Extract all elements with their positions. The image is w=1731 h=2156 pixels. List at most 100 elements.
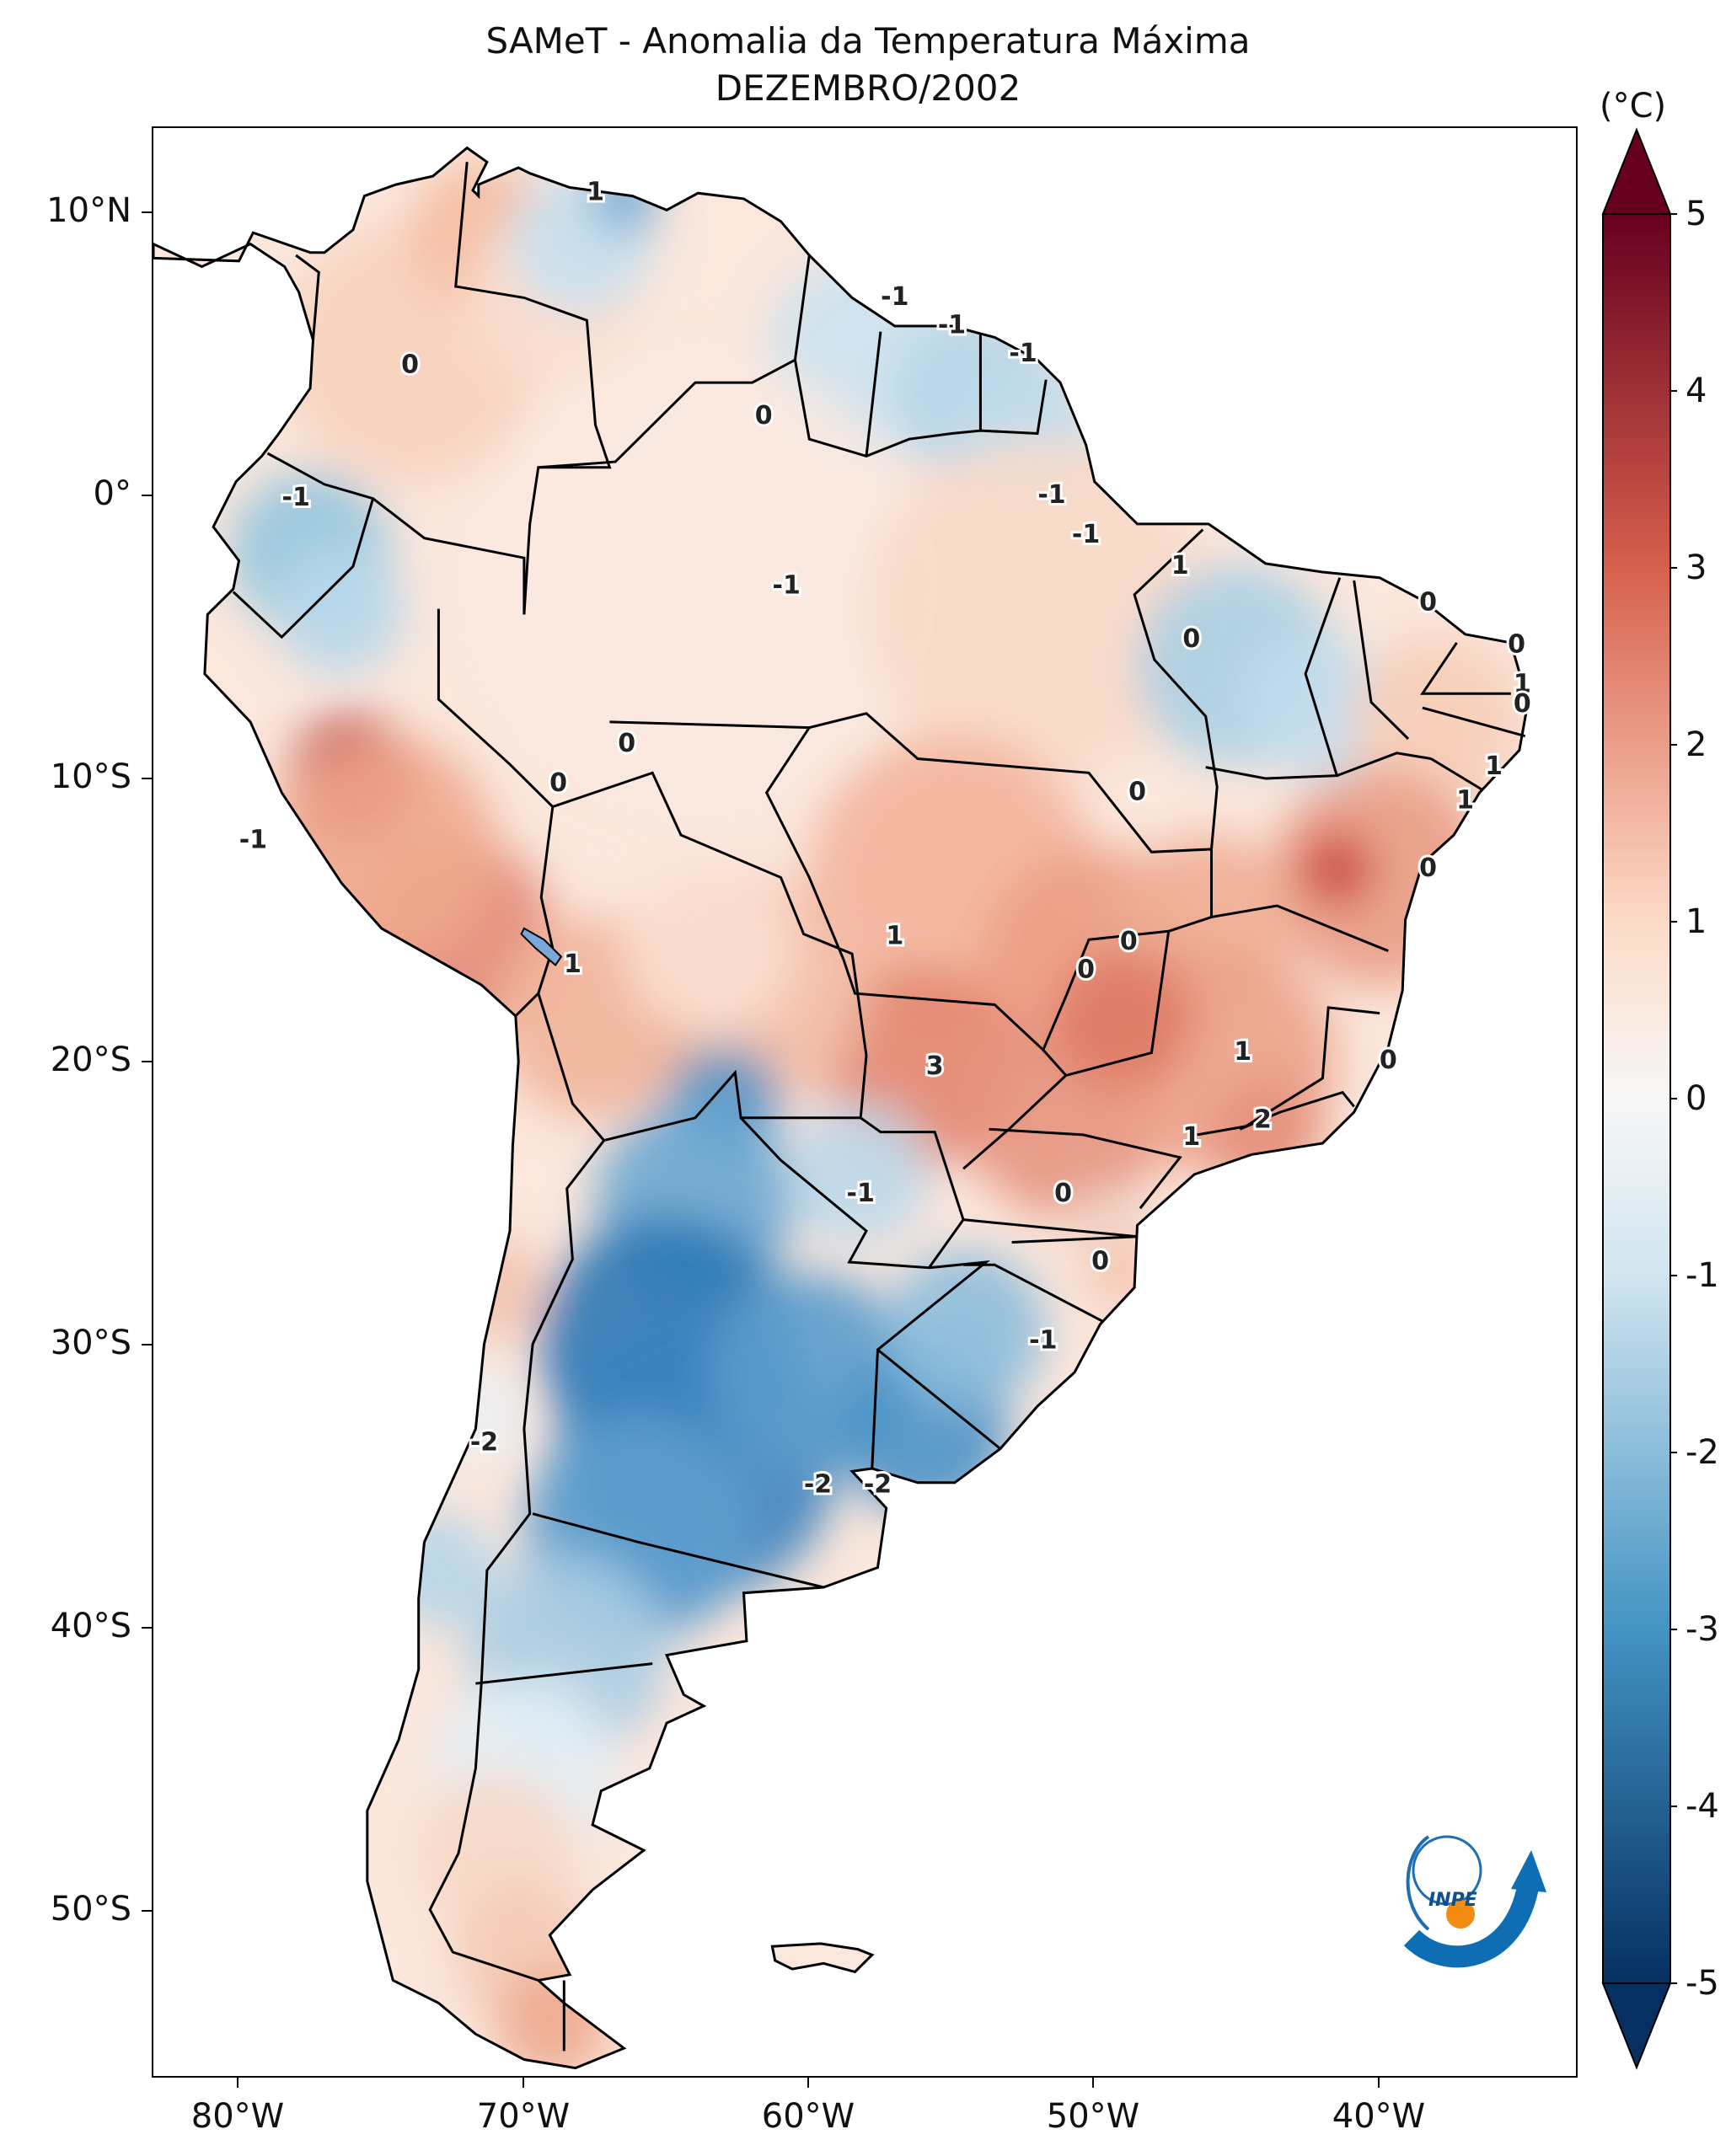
lon-tick (1092, 2078, 1094, 2088)
contour-label: 1 (587, 178, 604, 207)
temperature-field (153, 147, 1529, 2068)
colorbar-label: -2 (1685, 1433, 1719, 1472)
contour-label: 1 (1234, 1037, 1251, 1067)
colorbar-label: 1 (1685, 902, 1707, 941)
map-panel: 1 0 -1 -1 -1 0 -1 -1 -1 -1 1 0 0 0 1 0 1 1 0 0 0 -1 0 1 0 0 1 3 1 0 2 1… (152, 126, 1578, 2078)
contour-label: 0 (401, 350, 419, 379)
lat-tick (142, 1061, 152, 1062)
contour-label: 1 (1171, 551, 1189, 580)
contour-label: -2 (470, 1427, 498, 1457)
colorbar (1601, 127, 1677, 2070)
contour-label: 0 (1091, 1247, 1109, 1276)
lon-label: 70°W (476, 2097, 571, 2136)
inpe-logo: INPE (1403, 1835, 1546, 1968)
lon-label: 80°W (190, 2097, 285, 2136)
border-line (740, 1116, 965, 1270)
falkland-islands (770, 1942, 875, 1974)
anomaly-blob (866, 437, 1208, 780)
border-line (1211, 904, 1389, 953)
country-borders (153, 146, 1530, 2070)
contour-label: 1 (1182, 1122, 1200, 1152)
colorbar-label: 3 (1685, 548, 1707, 587)
contour-label: -2 (864, 1470, 892, 1500)
colorbar-label: -5 (1685, 1964, 1719, 2003)
border-line (1420, 642, 1511, 695)
contour-label: -1 (1009, 339, 1037, 368)
border-line (764, 726, 845, 960)
colorbar-label: -4 (1685, 1787, 1719, 1826)
contour-label: 0 (1120, 927, 1138, 956)
border-line (963, 1263, 1104, 1323)
border-line (1042, 929, 1169, 1051)
colorbar-label: -3 (1685, 1610, 1719, 1649)
border-line (871, 1260, 990, 1469)
anomaly-blob (1052, 947, 1195, 1090)
lon-tick (1378, 2078, 1380, 2088)
anomaly-blob (624, 862, 796, 1034)
lon-label: 40°W (1332, 2097, 1426, 2136)
border-line (428, 1344, 539, 1982)
border-line (266, 452, 526, 615)
contour-label: 0 (1128, 777, 1146, 806)
anomaly-blob (273, 543, 405, 675)
contour-label: 0 (618, 729, 635, 758)
lat-label: 40°S (50, 1607, 131, 1645)
coastline (153, 146, 1530, 2070)
lat-tick (142, 1344, 152, 1345)
contour-label: 0 (1380, 1046, 1397, 1075)
contour-label: -1 (938, 311, 966, 340)
contour-label: 1 (1485, 752, 1503, 781)
contour-label: -1 (773, 570, 801, 600)
border-line (538, 254, 811, 469)
contour-label: 0 (1508, 630, 1525, 660)
border-line (1197, 1006, 1380, 1137)
border-line (1422, 706, 1526, 738)
colorbar-ticks (1670, 213, 1677, 1984)
contour-label: 0 (1182, 624, 1200, 654)
colorbar-unit: (°C) (1600, 87, 1667, 126)
border-line (1239, 1090, 1355, 1131)
border-line (609, 528, 1219, 853)
colorbar-label: 2 (1685, 725, 1707, 764)
border-line (437, 608, 555, 1017)
anomaly-blob (1300, 832, 1375, 907)
lon-tick (523, 2078, 524, 2088)
lat-tick (142, 1627, 152, 1629)
contour-label: 0 (1077, 955, 1095, 985)
contour-label: 0 (1419, 587, 1437, 617)
contour-label: -1 (1072, 520, 1100, 549)
anomaly-blob (786, 1103, 930, 1246)
border-line (793, 359, 1048, 457)
map-subtitle: DEZEMBRO/2002 (715, 67, 1021, 109)
border-line (989, 1127, 1182, 1210)
lon-tick (807, 2078, 809, 2088)
lat-label: 50°S (50, 1890, 131, 1929)
contour-label: -1 (282, 483, 310, 512)
lat-tick (142, 495, 152, 496)
contour-label: 0 (755, 401, 773, 431)
contour-label: 1 (886, 922, 903, 951)
contour-label: 1 (564, 950, 581, 979)
border-line (537, 992, 605, 1142)
contour-label: -1 (1037, 480, 1065, 510)
contour-label: -2 (804, 1470, 832, 1500)
contour-label: -1 (239, 825, 267, 854)
contour-label: -1 (1029, 1325, 1057, 1355)
border-line (532, 1512, 824, 1589)
map-title: SAMeT - Anomalia da Temperatura Máxima (485, 20, 1251, 62)
border-line (876, 1348, 1001, 1450)
colorbar-gradient (1602, 213, 1671, 1984)
lat-tick (142, 211, 152, 213)
contour-label: 1 (1514, 670, 1531, 699)
anomaly-blob (1208, 1078, 1323, 1192)
lat-label: 10°S (50, 757, 131, 796)
lon-label: 50°W (1046, 2097, 1140, 2136)
lon-label: 60°W (761, 2097, 855, 2136)
lat-label: 20°S (50, 1041, 131, 1079)
anomaly-blob (381, 1513, 496, 1628)
anomaly-blob (467, 352, 924, 809)
colorbar-min-extend (1601, 1982, 1672, 2070)
anomaly-blob (886, 1249, 1047, 1410)
lon-tick (237, 2078, 238, 2088)
